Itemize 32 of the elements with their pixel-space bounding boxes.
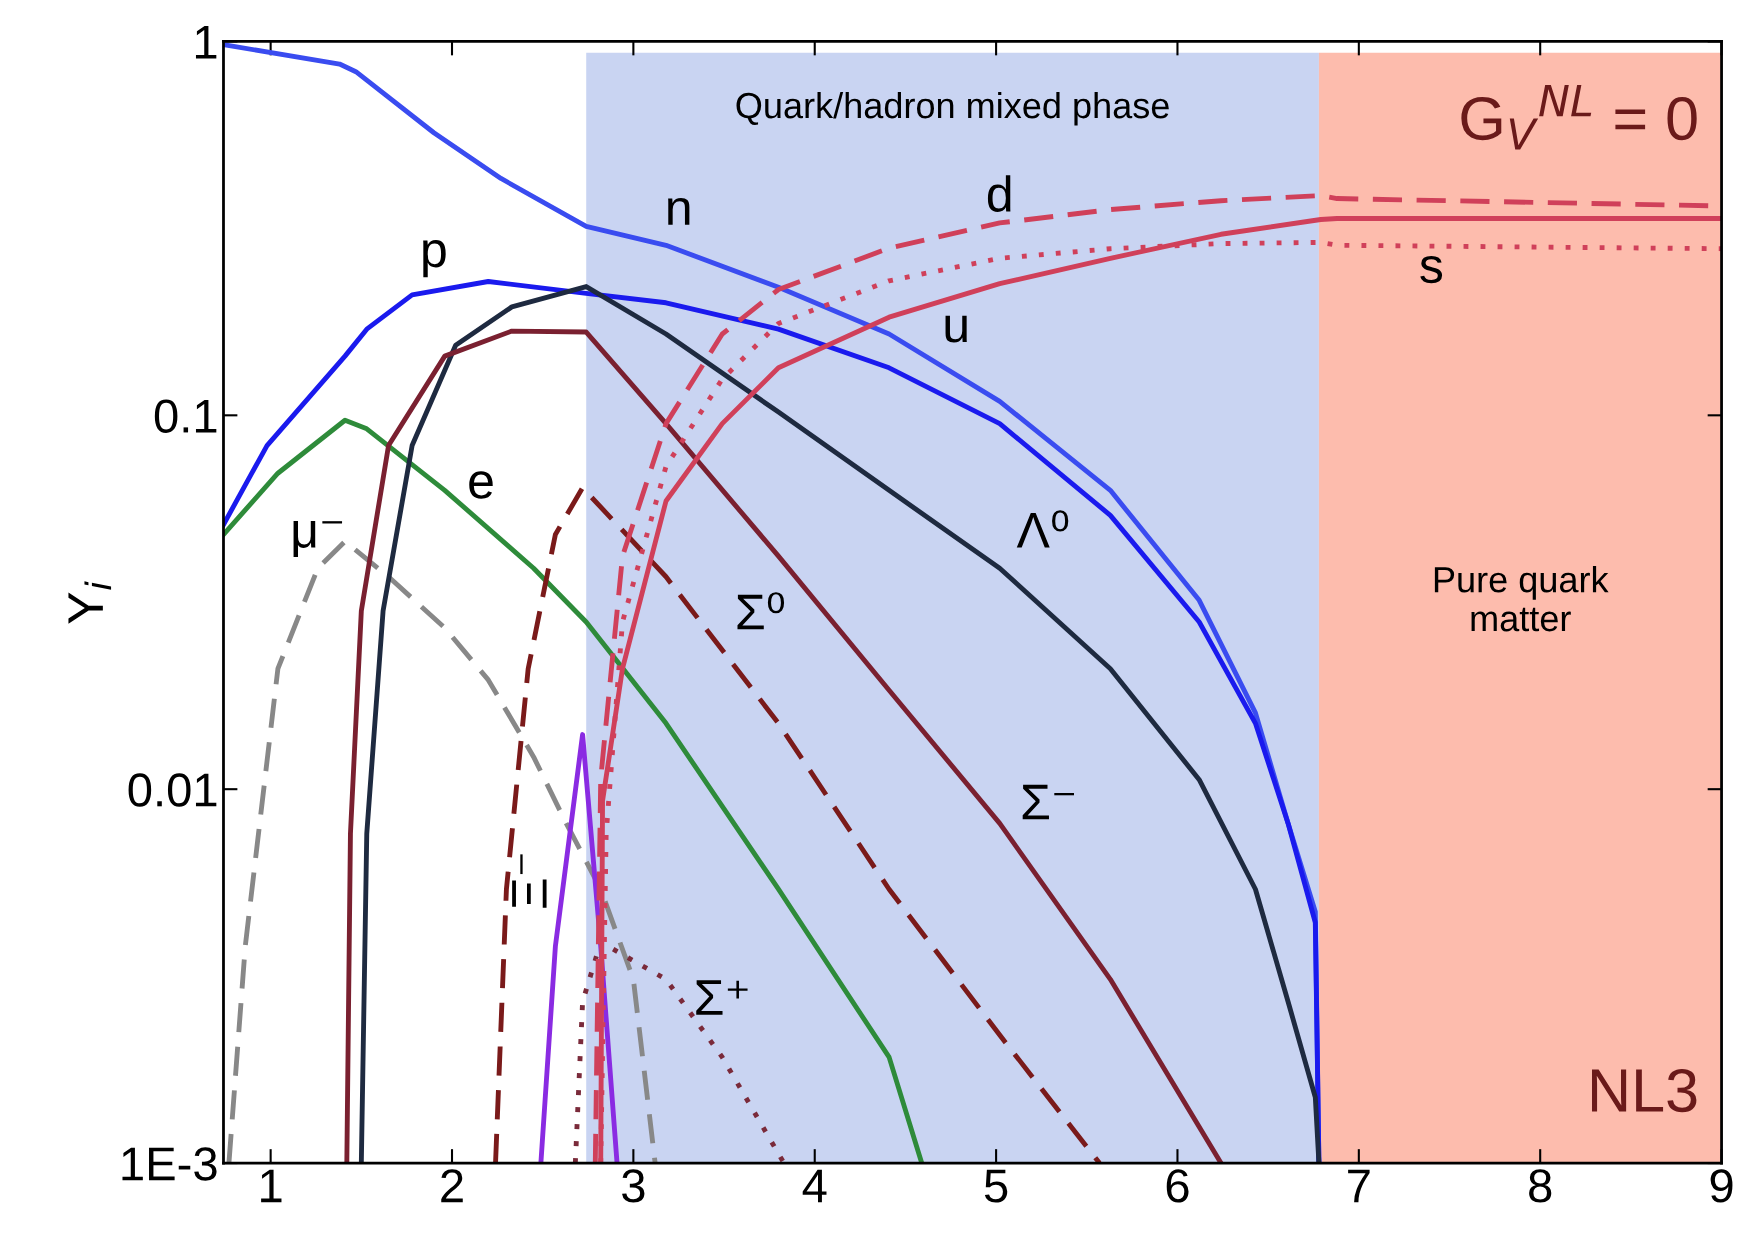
y-tick-label: 0.01 [128,773,217,807]
x-tick-label: 7 [1348,1169,1370,1203]
series-label: d [987,175,1011,212]
annotation: G$_{V}$$^{NL}$ = 0 [1461,84,1697,150]
band-label: Pure quark matter [1434,565,1609,632]
series-label: Σ⁻ [1022,784,1074,820]
series-label: n [668,197,690,225]
text: Ξ⁻ [512,854,547,908]
x-tick-label: 2 [441,1169,463,1203]
x-tick-label: 6 [1166,1169,1189,1203]
series-label: Σ⁺ [696,980,748,1015]
y-axis-title: Y$_{i}$ [68,581,112,624]
series-label: e [469,471,493,499]
line-series [493,485,1102,1164]
x-tick-label: 5 [984,1169,1008,1203]
x-tick-label: 1 [261,1169,282,1203]
series-label: Σ⁰ [737,592,785,630]
x-tick-label: 8 [1529,1169,1552,1203]
series-label: Λ⁰ [1016,510,1069,548]
y-tick-label: 1E-3 [122,1147,217,1181]
x-tick-label: 3 [622,1169,645,1203]
x-tick-label: 4 [802,1169,827,1203]
series-label: p [423,240,446,278]
y-tick-label: 0.1 [154,399,217,433]
band-label: Quark/hadron mixed phase [736,91,1169,126]
line-series [223,417,925,1164]
x-tick-label: 9 [1710,1169,1733,1203]
series-label: μ⁻ [293,521,343,558]
series-label: s [1420,255,1443,284]
annotation: NL3 [1592,1068,1697,1113]
series-label: u [945,315,967,343]
y-tick-label: 1 [195,26,217,59]
